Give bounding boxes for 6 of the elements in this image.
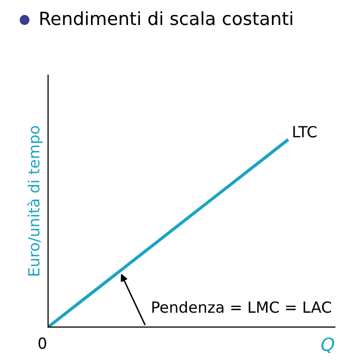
annotation: Pendenza = LMC = LAC — [152, 301, 332, 313]
chart-title: Rendimenti di scala costanti — [40, 11, 292, 26]
x-axis-title: Q — [321, 337, 334, 354]
series-label: LTC — [293, 126, 317, 138]
text: 0 — [38, 337, 46, 349]
y-axis-title: Euro/unità di tempo — [27, 126, 43, 276]
